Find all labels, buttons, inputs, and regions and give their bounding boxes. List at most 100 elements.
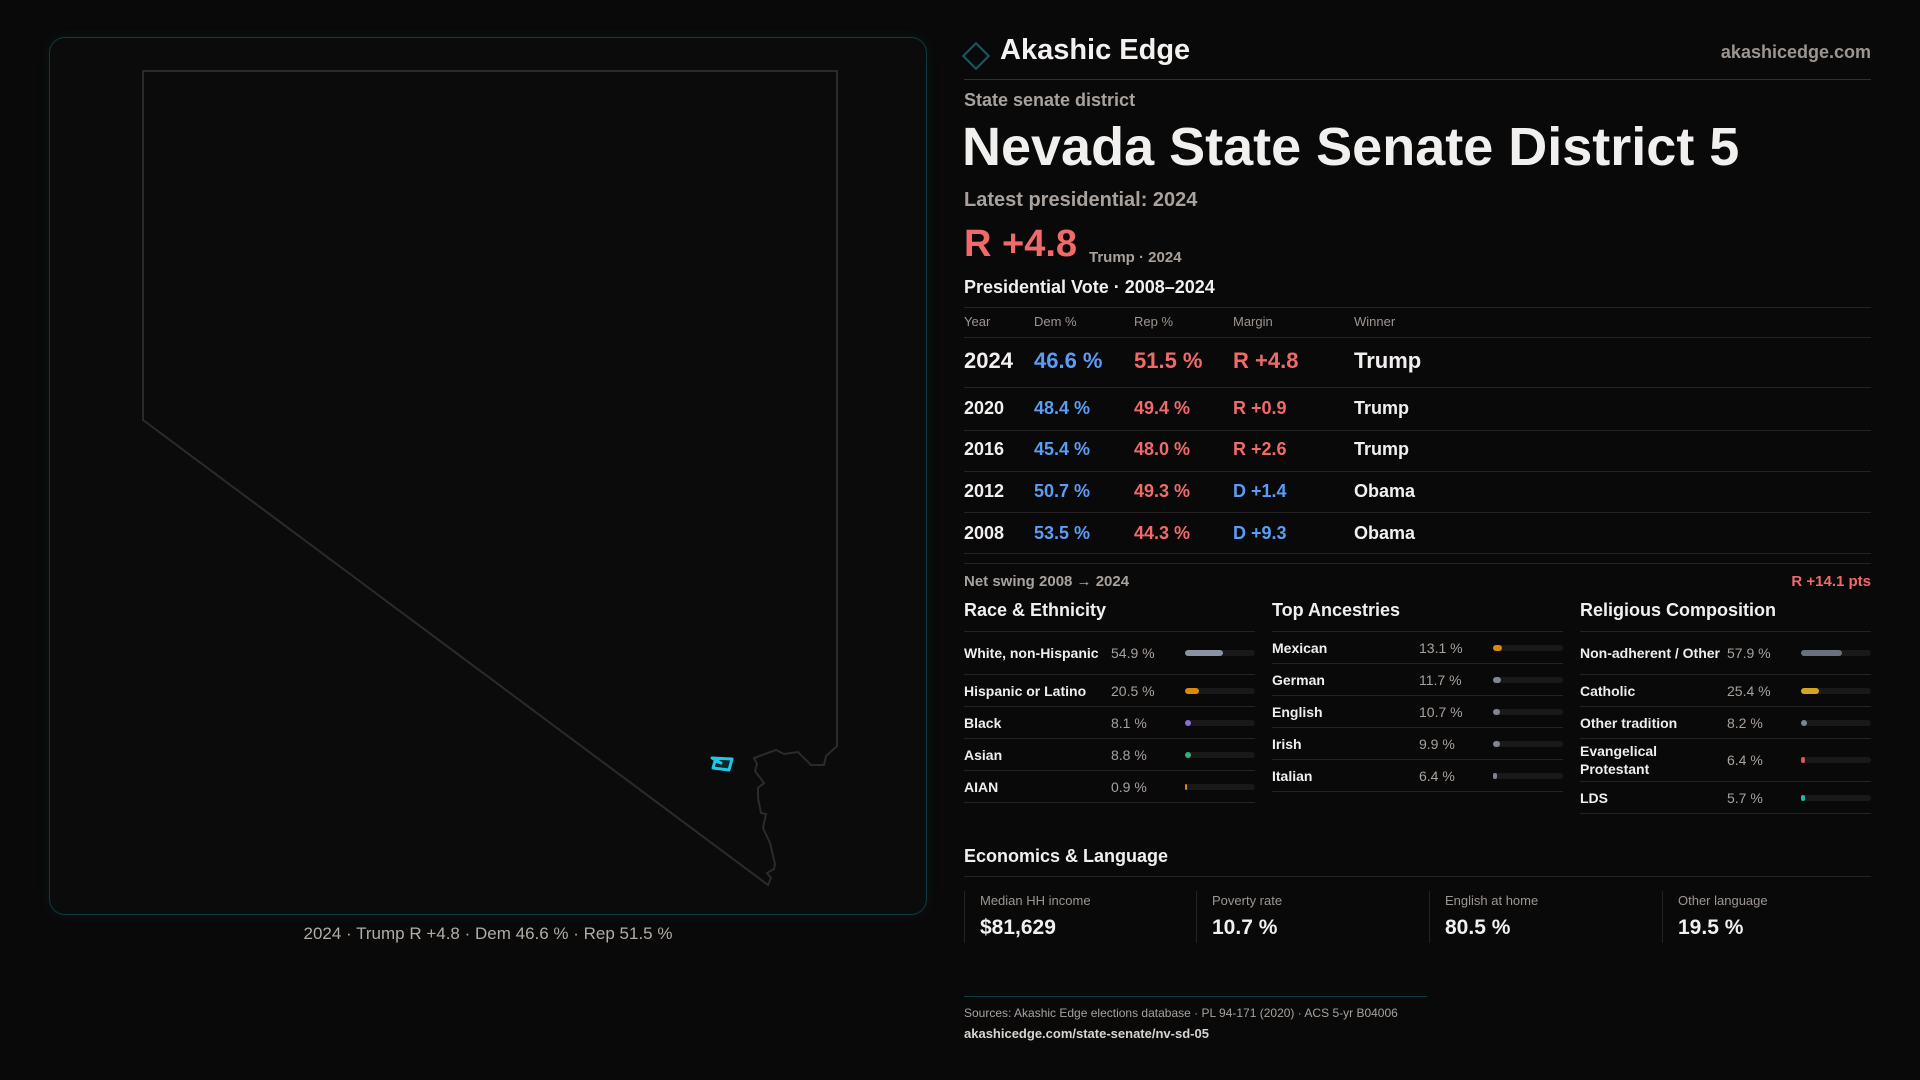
row-divider — [964, 430, 1871, 431]
cell-rep: 51.5 % — [1134, 348, 1203, 373]
demographic-row: Mexican 13.1 % — [1272, 632, 1563, 664]
demographic-row: LDS 5.7 % — [1580, 782, 1871, 814]
row-value: 8.2 % — [1727, 714, 1763, 731]
demographic-row: Italian 6.4 % — [1272, 760, 1563, 792]
divider — [964, 337, 1871, 338]
cell-year: 2024 — [964, 348, 1013, 373]
share-bar — [1801, 687, 1871, 694]
district-map[interactable] — [50, 38, 928, 916]
stat-value: 10.7 % — [1212, 916, 1278, 939]
row-label: English — [1272, 703, 1323, 720]
cell-year: 2020 — [964, 398, 1005, 418]
demographic-section: Religious Composition Non-adherent / Othe… — [1580, 600, 1871, 814]
share-bar-fill — [1185, 687, 1200, 694]
share-bar — [1493, 772, 1563, 779]
cell-winner: Trump — [1354, 398, 1410, 418]
sources: Sources: Akashic Edge elections database… — [964, 1006, 1398, 1020]
map-panel[interactable] — [49, 37, 927, 915]
cell-rep: 44.3 % — [1134, 523, 1191, 543]
row-value: 8.8 % — [1111, 746, 1147, 763]
row-label: Evangelical Protestant — [1580, 743, 1658, 777]
row-label: AIAN — [964, 778, 999, 795]
share-bar — [1493, 644, 1563, 651]
row-value: 8.1 % — [1111, 714, 1147, 731]
cell-year: 2012 — [964, 481, 1005, 501]
divider — [964, 307, 1871, 308]
demographic-section: Top Ancestries Mexican 13.1 % German 11.7 % E… — [1272, 600, 1563, 792]
demographic-row: AIAN 0.9 % — [964, 771, 1255, 803]
cell-margin: D +9.3 — [1233, 523, 1287, 543]
cell-dem: 45.4 % — [1034, 439, 1091, 459]
cell-margin: R +0.9 — [1233, 398, 1287, 418]
stat-card: English at home 80.5 % — [1429, 891, 1649, 943]
share-bar-fill — [1185, 783, 1187, 790]
share-bar-fill — [1493, 644, 1503, 651]
brand-name: Akashic Edge — [1000, 34, 1191, 66]
cell-dem: 46.6 % — [1034, 348, 1103, 373]
row-value: 5.7 % — [1727, 789, 1763, 806]
row-value: 57.9 % — [1727, 645, 1771, 661]
net-swing-value: R +14.1 pts — [1791, 573, 1871, 590]
economics-title: Economics & Language — [964, 846, 1169, 866]
share-bar — [1185, 719, 1255, 726]
row-value: 13.1 % — [1419, 639, 1463, 656]
district-kind: State senate district — [964, 90, 1136, 110]
share-bar — [1493, 708, 1563, 715]
divider — [964, 563, 1871, 564]
footer-divider — [964, 996, 1427, 997]
row-value: 25.4 % — [1727, 682, 1771, 699]
share-bar — [1801, 794, 1871, 801]
stat-label: Median HH income — [980, 893, 1091, 908]
share-bar-fill — [1185, 650, 1224, 656]
row-value: 9.9 % — [1419, 735, 1455, 752]
row-label: Irish — [1272, 735, 1302, 752]
row-label: German — [1272, 671, 1325, 688]
row-label: Mexican — [1272, 639, 1328, 656]
row-value: 20.5 % — [1111, 682, 1155, 699]
district-5-shape[interactable] — [710, 756, 734, 772]
site-link[interactable]: akashicedge.com — [1720, 42, 1871, 62]
row-label: LDS — [1580, 789, 1608, 806]
column-header: Winner — [1354, 314, 1396, 329]
pres-vote-title: Presidential Vote · 2008–2024 — [964, 277, 1215, 297]
demographic-row: White, non-Hispanic 54.9 % — [964, 632, 1255, 675]
row-value: 0.9 % — [1111, 778, 1147, 795]
share-bar — [1185, 751, 1255, 758]
row-value: 10.7 % — [1419, 703, 1463, 720]
row-label: Non-adherent / Other — [1580, 645, 1721, 661]
share-bar-fill — [1801, 719, 1807, 726]
map-caption: 2024 · Trump R +4.8 · Dem 46.6 % · Rep 5… — [303, 924, 673, 943]
demographic-row: English 10.7 % — [1272, 696, 1563, 728]
row-label: Italian — [1272, 767, 1313, 784]
page-title: Nevada State Senate District 5 — [962, 117, 1740, 177]
cell-winner: Trump — [1354, 348, 1422, 373]
stat-value: $81,629 — [980, 916, 1056, 939]
row-value: 11.7 % — [1419, 671, 1462, 688]
share-bar — [1801, 757, 1871, 763]
stat-value: 19.5 % — [1678, 916, 1744, 939]
row-label: Asian — [964, 746, 1003, 763]
row-label: White, non-Hispanic — [964, 645, 1099, 661]
share-bar — [1185, 783, 1255, 790]
headline-margin-sub: Trump · 2024 — [1089, 249, 1182, 266]
demographic-row: Asian 8.8 % — [964, 739, 1255, 771]
footer-url[interactable]: akashicedge.com/state-senate/nv-sd-05 — [964, 1026, 1209, 1041]
share-bar-fill — [1801, 650, 1842, 656]
cell-margin: D +1.4 — [1233, 481, 1287, 501]
share-bar — [1801, 719, 1871, 726]
share-bar-fill — [1185, 719, 1191, 726]
cell-rep: 49.3 % — [1134, 481, 1191, 501]
row-value: 6.4 % — [1419, 767, 1455, 784]
column-header: Year — [964, 314, 991, 329]
column-header: Dem % — [1034, 314, 1077, 329]
section-title: Race & Ethnicity — [964, 600, 1255, 632]
row-divider — [964, 512, 1871, 513]
share-bar-fill — [1493, 676, 1502, 683]
column-header: Margin — [1233, 314, 1273, 329]
row-label: Black — [964, 714, 1002, 731]
cell-year: 2016 — [964, 439, 1005, 459]
cell-winner: Obama — [1354, 481, 1416, 501]
nevada-state-outline — [142, 70, 838, 887]
stat-label: English at home — [1445, 893, 1539, 908]
divider — [964, 876, 1871, 877]
